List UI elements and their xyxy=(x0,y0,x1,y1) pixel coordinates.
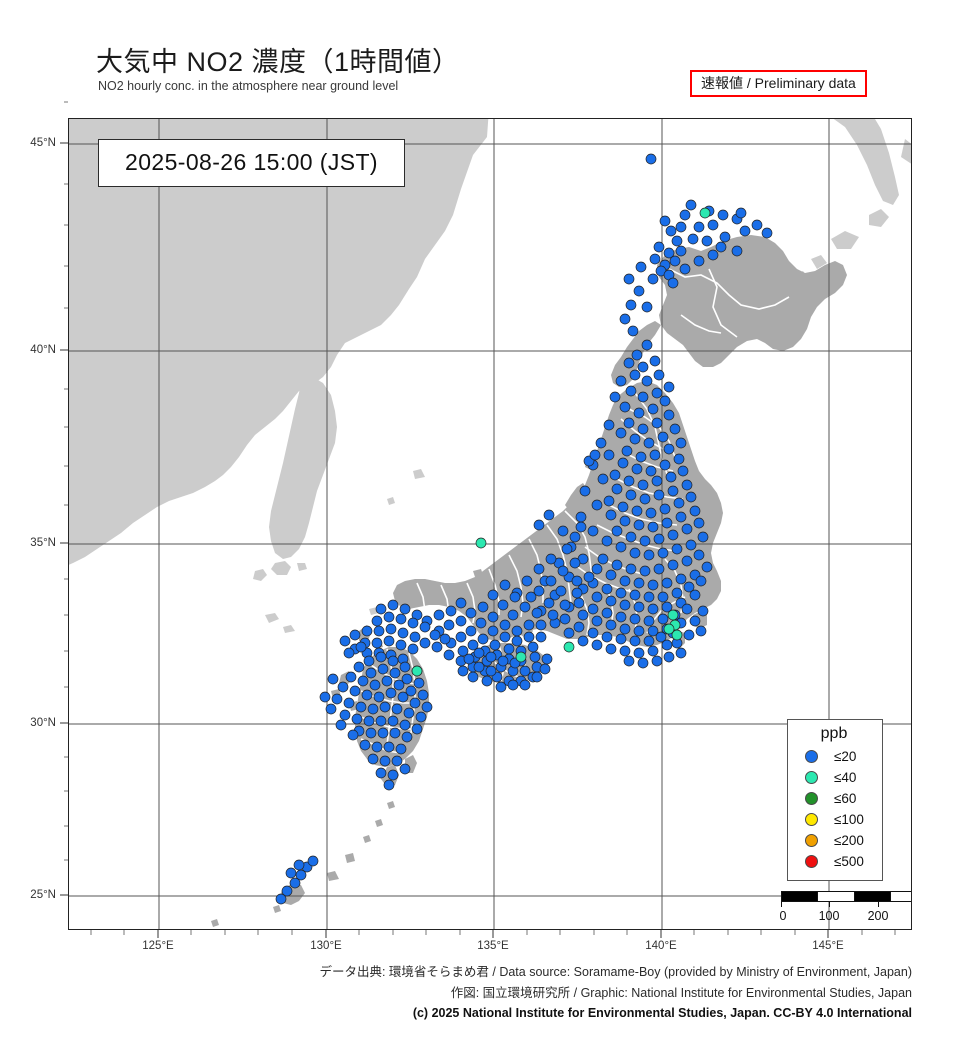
legend-item-le500[interactable]: ≤500 xyxy=(796,851,872,872)
stations-le20 xyxy=(275,153,773,905)
page-subtitle: NO2 hourly conc. in the atmosphere near … xyxy=(98,79,399,93)
y-tick-25N: 25°N xyxy=(30,889,56,901)
timestamp-label: 2025-08-26 15:00 (JST) xyxy=(98,139,405,187)
x-tick-140E: 140°E xyxy=(645,940,677,952)
scale-segment-2 xyxy=(818,892,855,901)
legend-swatch-le20 xyxy=(805,750,818,763)
stations-le40 xyxy=(411,207,711,677)
legend-item-le20[interactable]: ≤20 xyxy=(796,746,872,767)
map-canvas: 2025-08-26 15:00 (JST) ppb ≤20 ≤40 ≤60 ≤… xyxy=(69,119,911,929)
legend-label-le200: ≤200 xyxy=(834,833,864,848)
legend-label-le40: ≤40 xyxy=(834,770,857,785)
scale-bar-ticks xyxy=(781,902,911,908)
page-title: 大気中 NO2 濃度（1時間値） xyxy=(96,47,460,77)
y-tick-40N: 40°N xyxy=(30,344,56,356)
footer-copyright: (c) 2025 National Institute for Environm… xyxy=(412,1006,912,1021)
foreign-land xyxy=(69,119,911,633)
footer-graphic-credit: 作図: 国立環境研究所 / Graphic: National Institut… xyxy=(450,985,912,1000)
page-header: 大気中 NO2 濃度（1時間値） NO2 hourly conc. in the… xyxy=(0,0,980,118)
legend-item-le200[interactable]: ≤200 xyxy=(796,830,872,851)
scale-tick-200: 200 xyxy=(867,909,889,923)
legend-item-le100[interactable]: ≤100 xyxy=(796,809,872,830)
scale-bar: 0 100 200 300 km xyxy=(779,891,911,925)
footer-data-source: データ出典: 環境省そらまめ君 / Data source: Soramame-… xyxy=(319,965,912,979)
scale-segment-4 xyxy=(890,892,911,901)
legend-item-le60[interactable]: ≤60 xyxy=(796,788,872,809)
y-tick-35N: 35°N xyxy=(30,537,56,549)
legend-swatch-le40 xyxy=(805,771,818,784)
legend-swatch-le100 xyxy=(805,813,818,826)
legend-item-le40[interactable]: ≤40 xyxy=(796,767,872,788)
scale-segment-3 xyxy=(854,892,891,901)
legend-swatch-le60 xyxy=(805,792,818,805)
x-tick-130E: 130°E xyxy=(310,940,342,952)
scale-tick-100: 100 xyxy=(818,909,840,923)
legend-title: ppb xyxy=(820,725,848,742)
legend-label-le100: ≤100 xyxy=(834,812,864,827)
legend-panel: ppb ≤20 ≤40 ≤60 ≤100 ≤200 xyxy=(787,719,883,881)
legend-swatch-le200 xyxy=(805,834,818,847)
y-tick-30N: 30°N xyxy=(30,717,56,729)
scale-segment-1 xyxy=(782,892,819,901)
scale-bar-segments xyxy=(781,891,911,902)
legend-label-le60: ≤60 xyxy=(834,791,857,806)
map-svg xyxy=(69,119,911,929)
x-tick-135E: 135°E xyxy=(477,940,509,952)
station-markers xyxy=(275,153,773,905)
x-tick-125E: 125°E xyxy=(142,940,174,952)
preliminary-data-badge: 速報値 / Preliminary data xyxy=(690,70,867,98)
legend-label-le20: ≤20 xyxy=(834,749,857,764)
scale-bar-labels: 0 100 200 300 km xyxy=(779,909,911,925)
scale-tick-0: 0 xyxy=(779,909,787,923)
page-footer: データ出典: 環境省そらまめ君 / Data source: Soramame-… xyxy=(0,962,980,1024)
y-tick-45N: 45°N xyxy=(30,137,56,149)
legend-swatch-le500 xyxy=(805,855,818,868)
x-tick-145E: 145°E xyxy=(812,940,844,952)
map-plot-area[interactable]: 2025-08-26 15:00 (JST) ppb ≤20 ≤40 ≤60 ≤… xyxy=(68,118,912,930)
legend-label-le500: ≤500 xyxy=(834,854,864,869)
